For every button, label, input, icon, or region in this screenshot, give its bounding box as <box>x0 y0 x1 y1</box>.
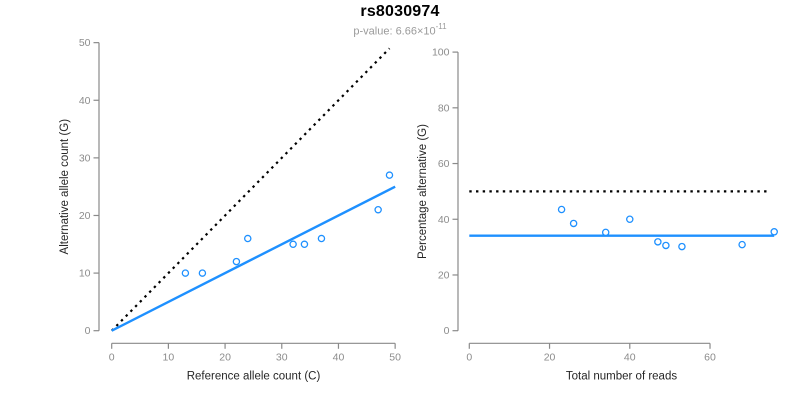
x-tick-label: 40 <box>624 351 636 363</box>
data-point <box>374 205 382 214</box>
x-tick-label: 20 <box>544 351 556 363</box>
data-point <box>181 269 190 277</box>
data-point <box>557 205 566 214</box>
data-point <box>626 215 634 224</box>
x-tick-label: 20 <box>219 351 231 363</box>
data-point <box>738 240 746 249</box>
identity-line <box>110 47 391 332</box>
data-point <box>317 234 326 243</box>
data-point <box>244 234 252 243</box>
x-tick-label: 0 <box>466 351 472 363</box>
y-tick-label: 10 <box>79 268 91 280</box>
x-tick-label: 0 <box>109 351 115 363</box>
y-tick-label: 20 <box>438 269 450 281</box>
data-point <box>654 238 662 246</box>
y-tick-label: 0 <box>444 325 450 337</box>
y-tick-label: 80 <box>438 102 450 114</box>
y-tick-label: 0 <box>85 325 91 337</box>
data-point <box>770 228 778 236</box>
data-point <box>569 219 578 228</box>
y-tick-label: 50 <box>79 37 91 49</box>
p-value-text: p-value: 6.66×10 <box>353 25 436 38</box>
y-tick-label: 40 <box>79 95 91 107</box>
allele-counts-plot: 0 10 20 30 40 50 0 10 20 30 40 50 Reference allele c… <box>59 37 401 382</box>
figure-title: rs8030974 <box>360 3 440 20</box>
x-tick-label: 30 <box>276 351 288 363</box>
x-tick-label: 50 <box>389 351 401 363</box>
y-tick-label: 40 <box>438 214 450 226</box>
data-point <box>232 257 241 266</box>
x-axis-title: Reference allele count (C) <box>187 371 321 383</box>
y-tick-label: 100 <box>432 47 450 59</box>
figure-subtitle: p-value: 6.66×10-11 <box>0 22 800 38</box>
x-tick-label: 60 <box>704 351 716 363</box>
data-point <box>678 242 686 251</box>
y-axis-title: Percentage alternative (G) <box>417 124 429 259</box>
p-value-exponent: -11 <box>435 22 447 31</box>
data-point <box>385 171 394 179</box>
data-point <box>198 269 207 277</box>
y-tick-label: 60 <box>438 158 450 170</box>
percentage-vs-reads-plot: 0 20 40 60 80 100 0 20 40 60 Total number of reads… <box>417 47 778 383</box>
y-tick-label: 30 <box>79 152 91 164</box>
x-tick-label: 10 <box>163 351 175 363</box>
x-tick-label: 40 <box>333 351 345 363</box>
data-point <box>662 241 670 250</box>
data-point <box>300 240 309 249</box>
data-point <box>601 228 610 237</box>
y-axis-title: Alternative allele count (G) <box>59 119 71 255</box>
y-tick-label: 20 <box>79 210 91 222</box>
x-axis-title: Total number of reads <box>566 371 677 383</box>
data-point <box>289 240 297 249</box>
fit-line <box>111 185 396 332</box>
